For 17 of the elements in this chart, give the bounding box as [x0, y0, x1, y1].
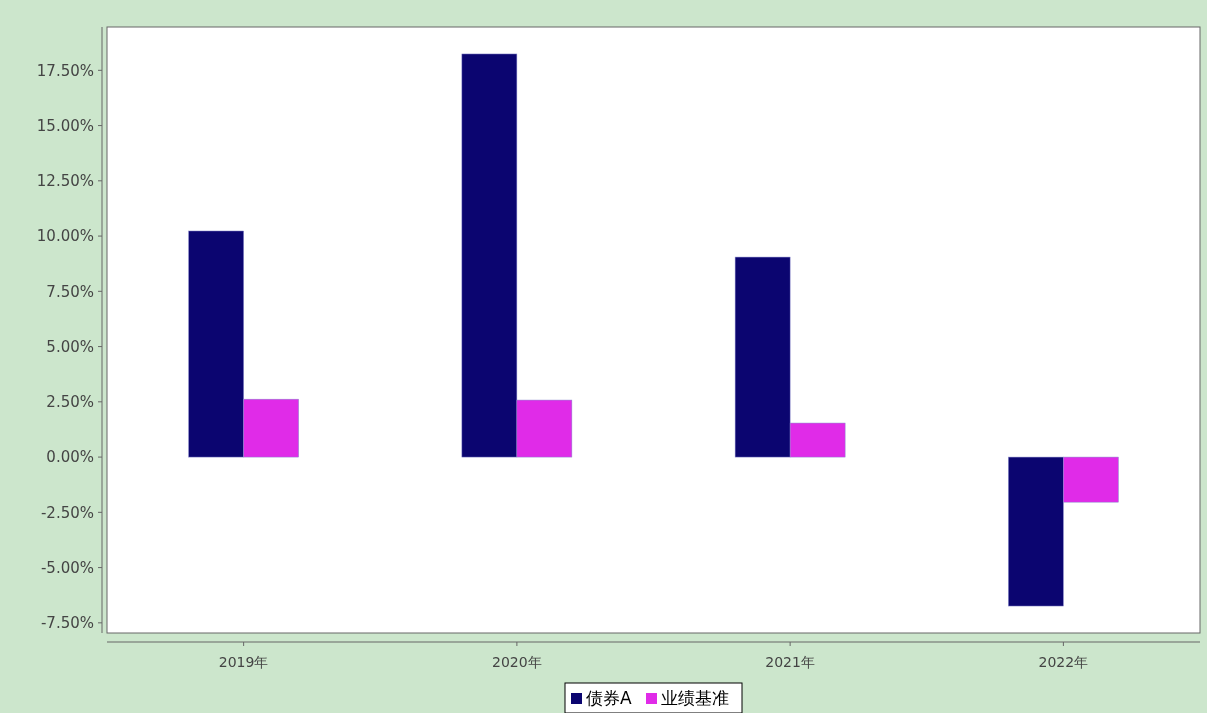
y-tick-label: -7.50% — [40, 614, 94, 633]
y-tick-label: 17.50% — [36, 61, 94, 80]
legend-label: 业绩基准 — [661, 688, 729, 708]
x-tick-label: 2021年 — [765, 654, 815, 670]
y-tick-label: 5.00% — [46, 337, 94, 356]
y-tick-label: 7.50% — [46, 282, 94, 301]
x-tick-label: 2022年 — [1038, 654, 1089, 670]
y-tick-label: 12.50% — [36, 172, 94, 191]
legend-label: 债券A — [586, 688, 632, 708]
x-tick-label: 2020年 — [492, 654, 542, 670]
y-tick-label: 10.00% — [36, 227, 94, 246]
y-tick-label: -5.00% — [40, 558, 94, 577]
y-tick-label: -2.50% — [40, 503, 94, 522]
y-tick-label: 15.00% — [36, 116, 94, 135]
y-tick-label: 2.50% — [46, 393, 94, 412]
y-tick-label: 0.00% — [46, 448, 94, 467]
x-tick-label: 2019年 — [218, 654, 269, 670]
